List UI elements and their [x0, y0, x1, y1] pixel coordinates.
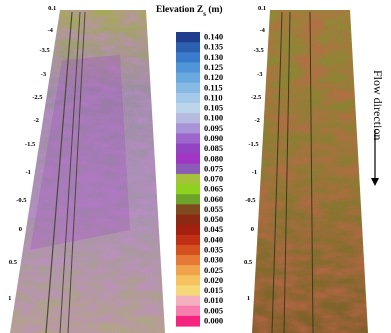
- y-tick-label: -1.5: [248, 141, 259, 148]
- left-groove: [45, 11, 73, 333]
- colorbar-swatch: [176, 315, 200, 327]
- colorbar-tick-label: 0.075: [204, 163, 223, 173]
- y-tick-label: -1: [252, 169, 257, 176]
- y-tick-label: -3: [257, 71, 263, 78]
- colorbar-swatch: [176, 285, 200, 297]
- right-texture: [252, 10, 368, 333]
- colorbar-swatch: [176, 42, 200, 53]
- colorbar-swatch: [176, 82, 200, 94]
- y-tick-label: 0: [251, 226, 254, 233]
- y-tick-label: -3: [41, 71, 47, 78]
- y-tick-label: -1: [25, 169, 30, 176]
- y-tick-label: -2: [255, 117, 260, 124]
- colorbar-tick-label: 0.020: [204, 275, 223, 285]
- colorbar-tick-label: 0.000: [204, 315, 223, 325]
- flow-arrow-head: [371, 178, 379, 186]
- colorbar-tick-label: 0.045: [204, 224, 223, 234]
- colorbar-tick-label: 0.125: [204, 62, 223, 72]
- colorbar-tick-label: 0.140: [204, 32, 223, 42]
- colorbar-tick-label: 0.105: [204, 103, 223, 113]
- panel-left: 0.1 -4 -3.5 -3 -2.5 -2 -1.5 -1 -0.5 0 0.5 1: [8, 5, 165, 333]
- colorbar-swatch: [176, 52, 200, 64]
- colorbar-tick-label: 0.010: [204, 295, 223, 305]
- y-tick-label: -2.5: [32, 94, 43, 101]
- colorbar-tick-label: 0.015: [204, 285, 223, 295]
- colorbar-swatch: [176, 133, 200, 145]
- colorbar-swatch: [176, 184, 200, 195]
- left-groove: [67, 11, 86, 333]
- colorbar-swatch: [176, 214, 200, 226]
- colorbar-tick-label: 0.135: [204, 42, 223, 52]
- colorbar-tick-label: 0.005: [204, 305, 223, 315]
- colorbar-tick-label: 0.030: [204, 255, 223, 265]
- colorbar-tick-label: 0.025: [204, 265, 223, 275]
- right-groove: [271, 11, 283, 333]
- colorbar-tick-label: 0.080: [204, 153, 223, 163]
- colorbar-tick-label: 0.090: [204, 133, 223, 143]
- colorbar-tick-label: 0.055: [204, 204, 223, 214]
- right-groove: [309, 11, 314, 333]
- flow-direction-label: Flow direction: [371, 70, 385, 140]
- colorbar-tick-label: 0.115: [204, 82, 223, 92]
- colorbar-swatch: [176, 62, 200, 74]
- colorbar-swatch: [176, 255, 200, 266]
- y-tick-label: 0.1: [48, 5, 56, 12]
- colorbar: Elevation Zs (m) 0.1400.1350.1300.1250.1…: [156, 4, 223, 327]
- colorbar-swatch: [176, 305, 200, 317]
- y-tick-label: 0.1: [258, 5, 266, 12]
- colorbar-swatch: [176, 244, 200, 256]
- colorbar-tick-label: 0.085: [204, 143, 223, 153]
- colorbar-swatch: [176, 234, 200, 246]
- colorbar-swatch: [176, 113, 200, 124]
- colorbar-swatch: [176, 92, 200, 104]
- colorbar-tick-label: 0.060: [204, 194, 223, 204]
- colorbar-swatch: [176, 275, 200, 287]
- y-tick-label: 1: [8, 295, 11, 302]
- colorbar-tick-label: 0.040: [204, 234, 223, 244]
- colorbar-swatch: [176, 163, 200, 175]
- colorbar-swatch: [176, 265, 200, 276]
- y-tick-label: -0.5: [16, 197, 27, 204]
- left-groove: [59, 11, 81, 333]
- right-groove: [283, 11, 291, 333]
- y-tick-label: 0.5: [9, 259, 18, 266]
- colorbar-tick-label: 0.120: [204, 72, 223, 82]
- y-tick-label: 1: [247, 295, 250, 302]
- flow-direction-annotation: Flow direction: [371, 70, 385, 186]
- colorbar-tick-label: 0.130: [204, 52, 223, 62]
- colorbar-tick-label: 0.110: [204, 92, 223, 102]
- colorbar-tick-label: 0.035: [204, 245, 223, 255]
- y-tick-label: -4: [47, 27, 53, 34]
- left-texture: [10, 10, 165, 333]
- colorbar-swatch: [176, 194, 200, 205]
- colorbar-tick-label: 0.050: [204, 214, 223, 224]
- colorbar-swatch: [176, 153, 200, 165]
- y-tick-label: -1.5: [25, 141, 36, 148]
- y-tick-label: -3.5: [40, 47, 51, 54]
- colorbar-swatch: [176, 102, 200, 114]
- panel-right: 0.1 -4 -3.5 -3 -2.5 -2 -1.5 -1 -0.5 0 0.5 1: [244, 5, 368, 333]
- colorbar-tick-label: 0.100: [204, 113, 223, 123]
- colorbar-tick-label: 0.095: [204, 123, 223, 133]
- colorbar-title: Elevation Zs (m): [156, 4, 223, 18]
- left-violet-patch: [30, 55, 130, 250]
- colorbar-swatch: [176, 143, 200, 155]
- y-tick-label: 0: [19, 226, 22, 233]
- colorbar-swatch: [176, 173, 200, 185]
- colorbar-swatch: [176, 72, 200, 84]
- colorbar-tick-label: 0.070: [204, 174, 223, 184]
- colorbar-swatch: [176, 204, 200, 216]
- colorbar-swatch: [176, 224, 200, 236]
- y-tick-label: 0.5: [244, 259, 253, 266]
- y-tick-label: -4: [259, 27, 265, 34]
- y-tick-label: -3.5: [254, 47, 265, 54]
- colorbar-swatch: [176, 32, 200, 43]
- y-tick-label: -2.5: [251, 94, 262, 101]
- colorbar-swatch: [176, 123, 200, 134]
- y-tick-label: -0.5: [245, 197, 256, 204]
- colorbar-swatch: [176, 295, 200, 307]
- colorbar-tick-label: 0.065: [204, 184, 223, 194]
- y-tick-label: -2: [34, 117, 39, 124]
